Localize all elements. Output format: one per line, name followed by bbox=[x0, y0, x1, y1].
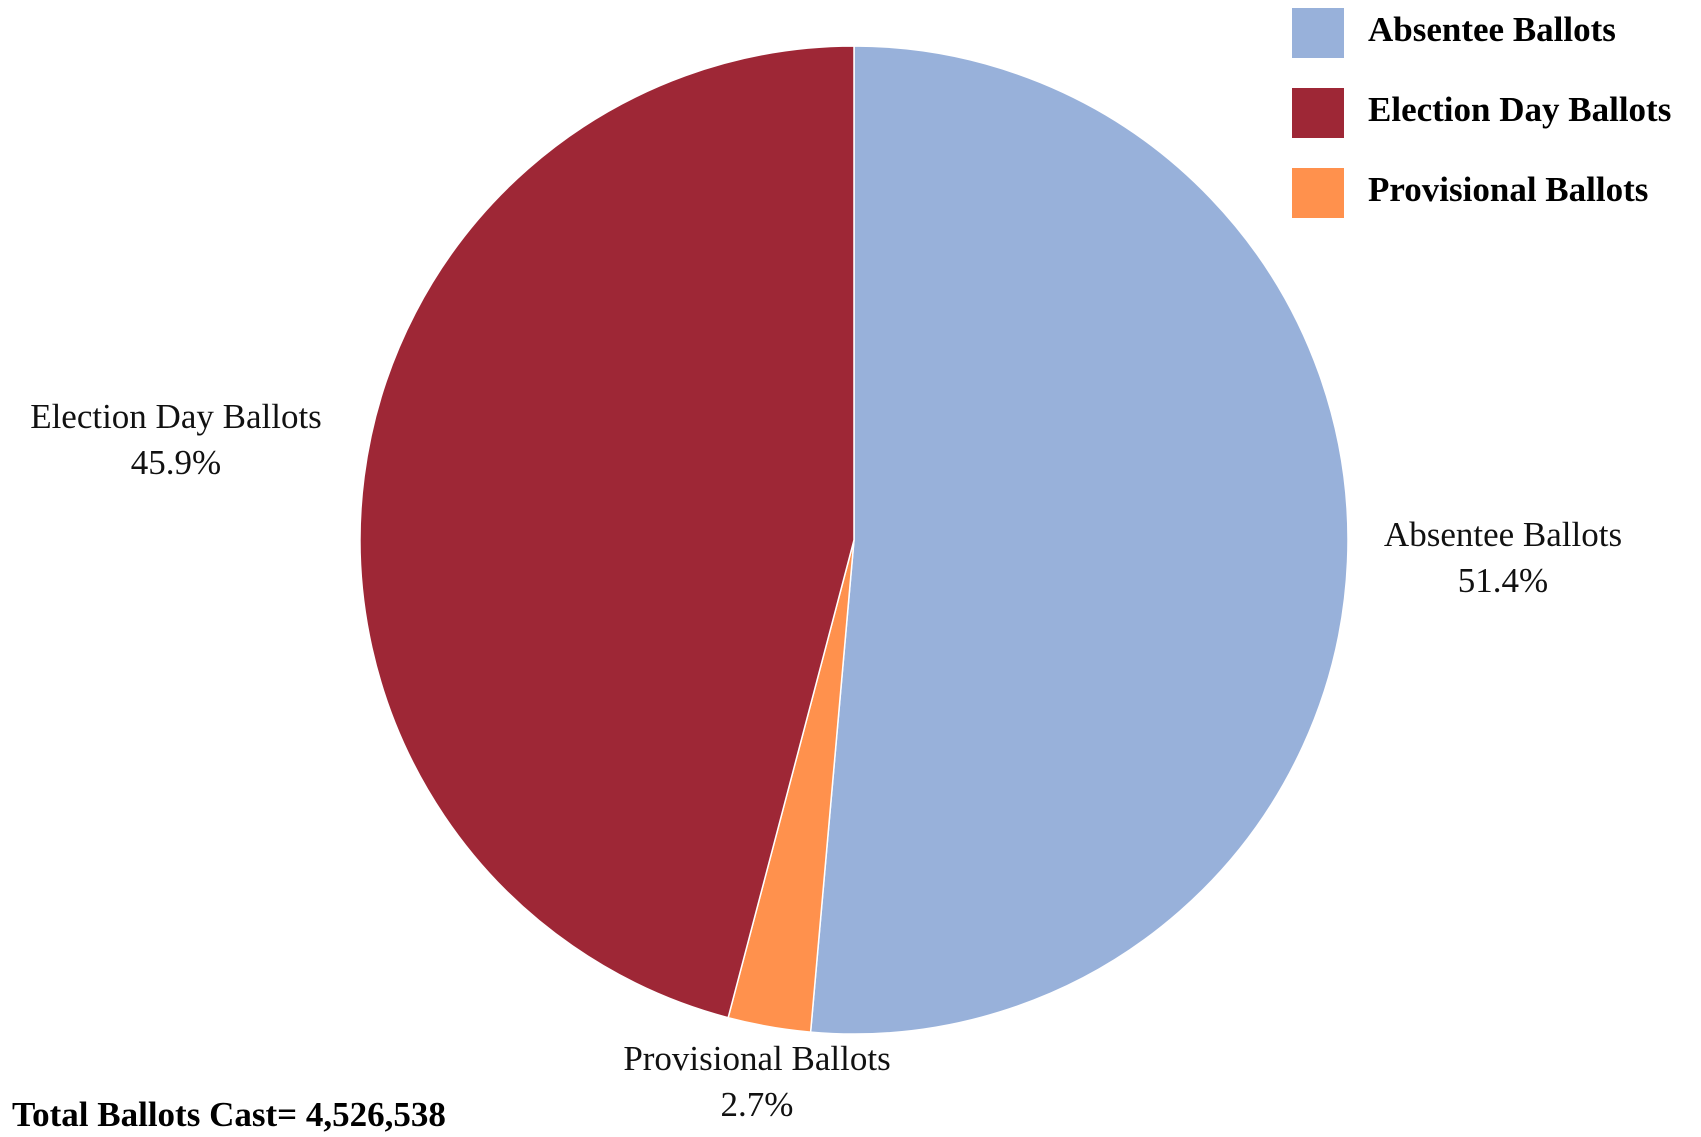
legend-label: Absentee Ballots bbox=[1368, 10, 1616, 49]
legend-item-provisional-ballots: Provisional Ballots bbox=[1292, 168, 1648, 218]
legend-swatch bbox=[1292, 88, 1344, 138]
pie-slice-absentee-ballots bbox=[809, 45, 1349, 1035]
pie-slice-election-day-ballots bbox=[359, 45, 855, 1019]
legend-label: Election Day Ballots bbox=[1368, 90, 1671, 129]
slice-label-name: Election Day Ballots bbox=[30, 397, 322, 436]
legend-item-absentee-ballots: Absentee Ballots bbox=[1292, 8, 1616, 58]
slice-label-percent: 2.7% bbox=[721, 1085, 794, 1124]
legend-swatch bbox=[1292, 8, 1344, 58]
slice-label-absentee-ballots: Absentee Ballots 51.4% bbox=[1384, 515, 1622, 600]
slice-label-name: Provisional Ballots bbox=[623, 1039, 890, 1078]
legend-item-election-day-ballots: Election Day Ballots bbox=[1292, 88, 1671, 138]
legend-swatch bbox=[1292, 168, 1344, 218]
slice-label-name: Absentee Ballots bbox=[1384, 515, 1622, 554]
total-ballots-footnote: Total Ballots Cast= 4,526,538 bbox=[12, 1095, 446, 1134]
slice-label-percent: 51.4% bbox=[1458, 561, 1548, 600]
legend-label: Provisional Ballots bbox=[1368, 170, 1648, 209]
slice-label-provisional-ballots: Provisional Ballots 2.7% bbox=[623, 1039, 890, 1124]
slice-label-percent: 45.9% bbox=[131, 443, 221, 482]
slice-label-election-day-ballots: Election Day Ballots 45.9% bbox=[30, 397, 322, 482]
